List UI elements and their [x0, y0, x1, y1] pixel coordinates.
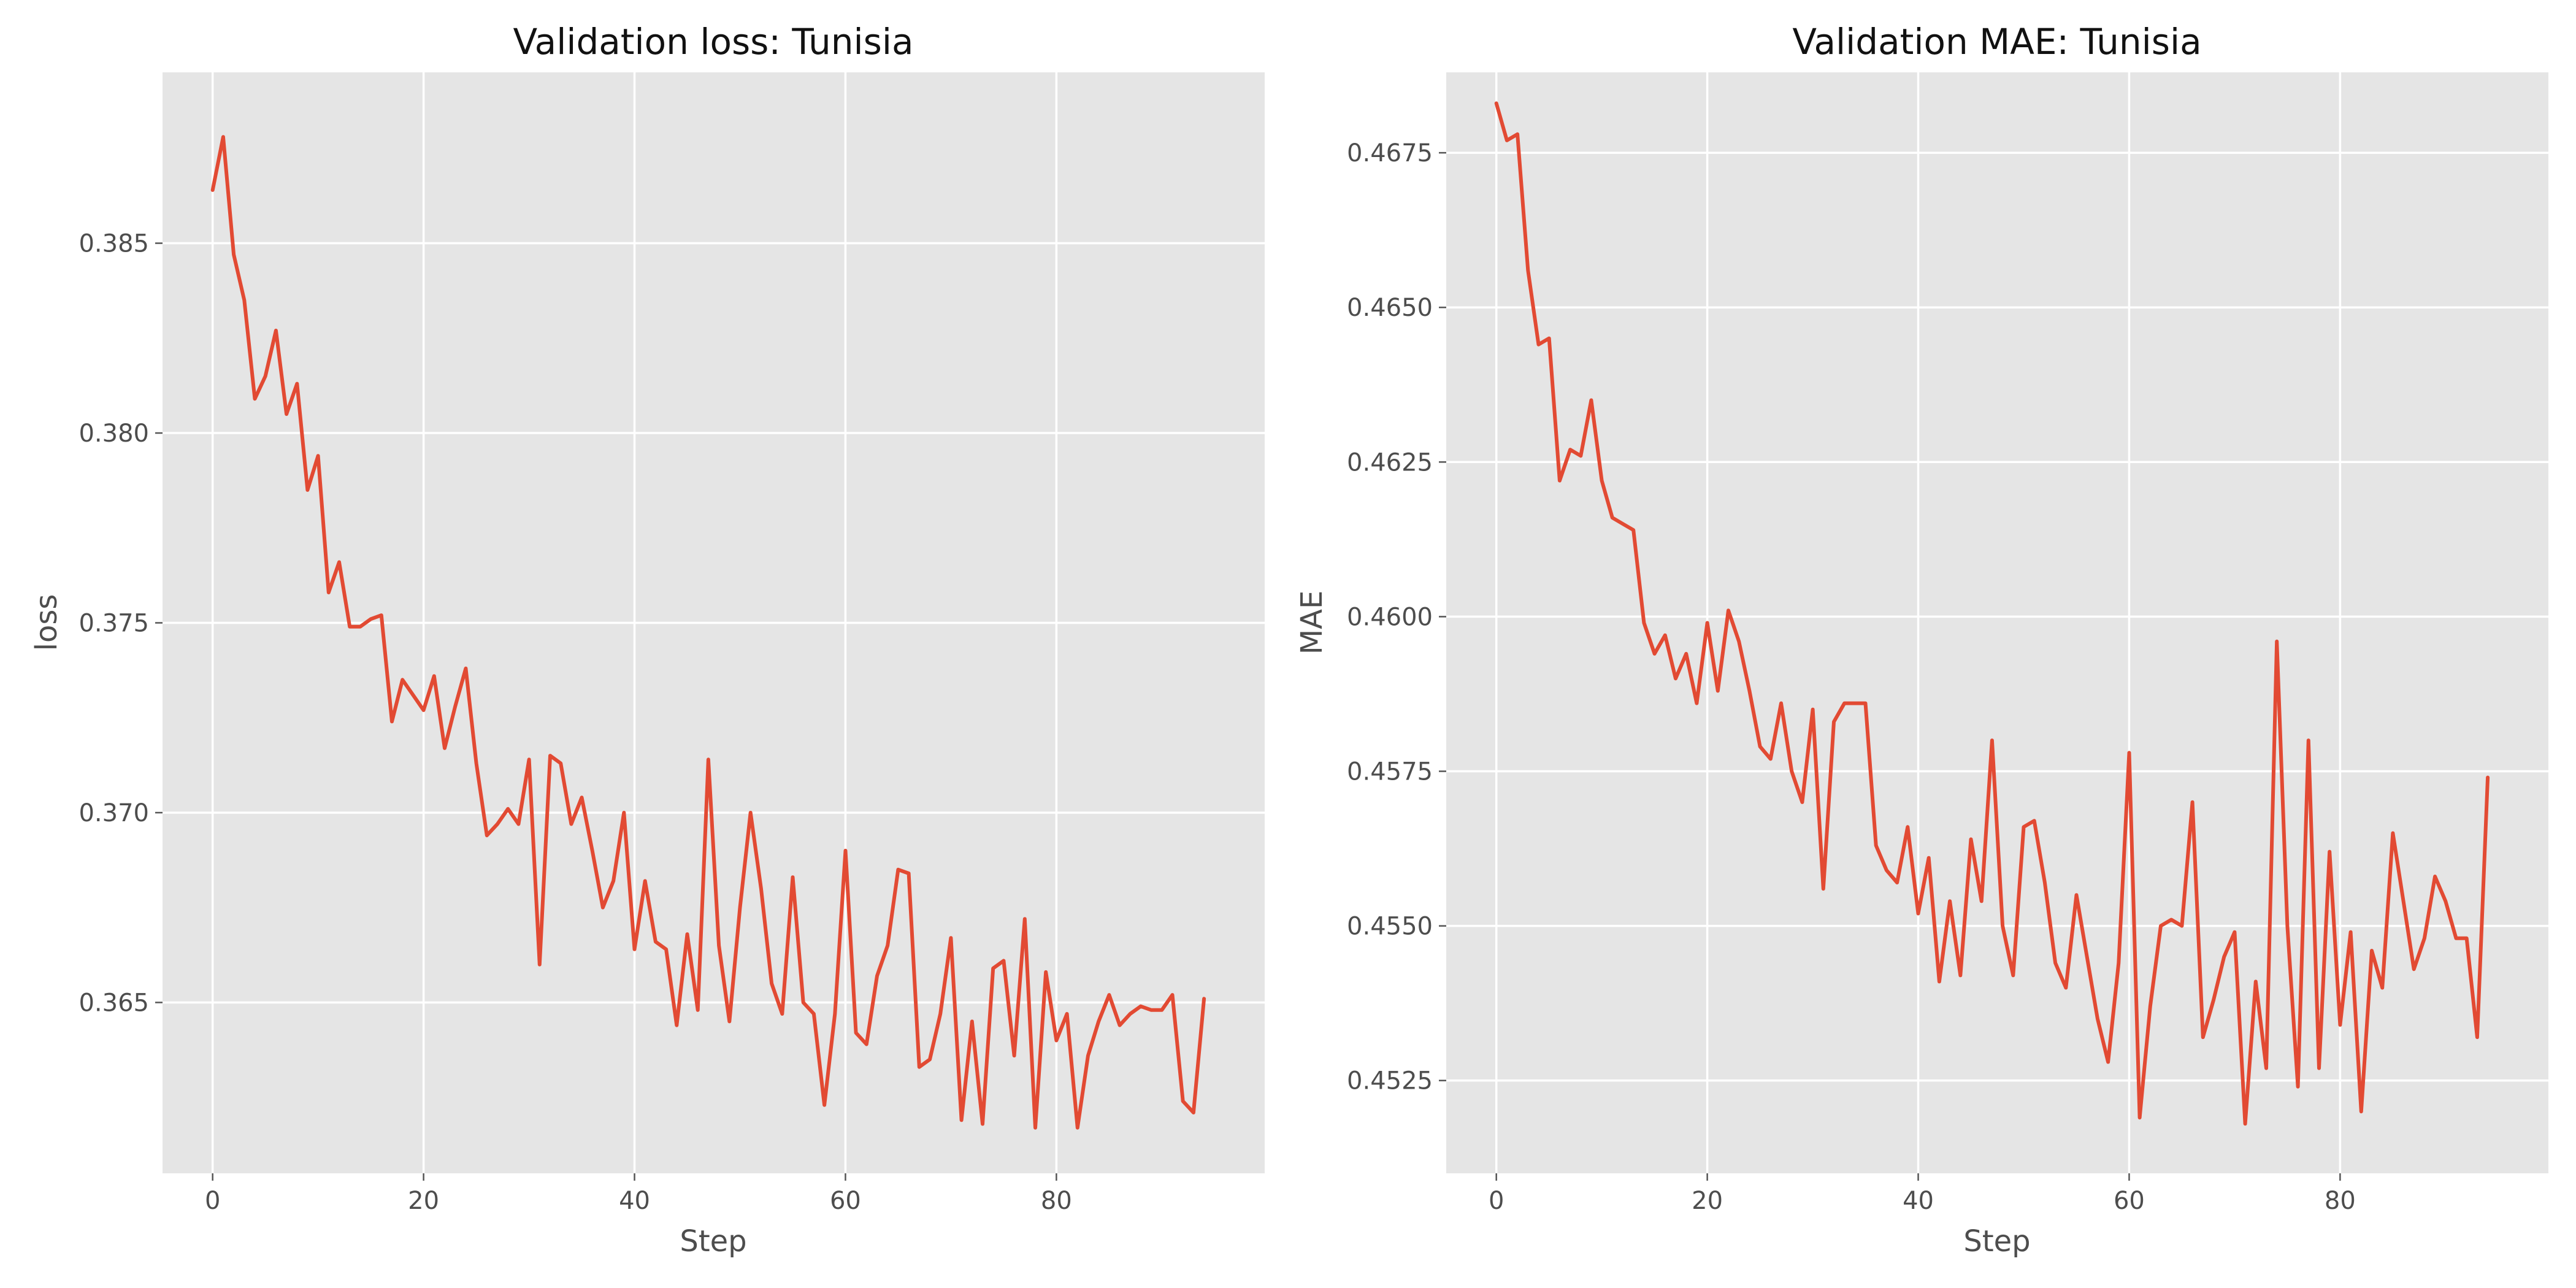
y-tick-label: 0.365 — [79, 989, 149, 1017]
grid — [163, 72, 1265, 1173]
y-tick-label: 0.4525 — [1347, 1067, 1433, 1095]
y-axis-label: MAE — [1295, 591, 1329, 655]
y-tick-label: 0.4550 — [1347, 913, 1433, 941]
x-tick-label: 80 — [2325, 1187, 2356, 1215]
ticks: 0 20 40 60 80 0.365 0.370 0.375 0.380 0.385 — [79, 230, 1071, 1215]
y-tick-label: 0.380 — [79, 420, 149, 448]
y-tick-label: 0.4600 — [1347, 603, 1433, 631]
grid — [1446, 72, 2548, 1173]
y-tick-label: 0.4575 — [1347, 758, 1433, 786]
x-tick-label: 20 — [408, 1187, 439, 1215]
x-axis-label: Step — [680, 1224, 746, 1259]
loss-chart: Validation loss: Tunisia 0 20 40 60 800.3650… — [29, 21, 1265, 1259]
ticks: 0 20 40 60 80 0.4525 0.4550 0.4575 0.4600 0.4625 0… — [1347, 139, 2356, 1215]
x-tick-label: 80 — [1041, 1187, 1072, 1215]
series — [1494, 101, 2490, 1126]
x-tick-label: 0 — [1489, 1187, 1504, 1215]
chart-title: Validation MAE: Tunisia — [1792, 21, 2201, 63]
y-tick-label: 0.4625 — [1347, 448, 1433, 477]
plot-area — [1446, 72, 2548, 1173]
x-axis-label: Step — [1963, 1224, 2030, 1259]
y-tick-label: 0.375 — [79, 610, 149, 638]
series-line — [1494, 101, 2490, 1126]
y-tick-label: 0.4675 — [1347, 139, 1433, 167]
x-tick-label: 40 — [1903, 1187, 1934, 1215]
chart-title: Validation loss: Tunisia — [513, 21, 914, 63]
mae-chart: Validation MAE: Tunisia 0 20 40 60 800.45250… — [1295, 21, 2548, 1259]
x-tick-label: 0 — [205, 1187, 220, 1215]
y-tick-label: 0.385 — [79, 230, 149, 258]
x-tick-label: 20 — [1692, 1187, 1723, 1215]
y-tick-label: 0.4650 — [1347, 294, 1433, 322]
x-tick-label: 60 — [830, 1187, 861, 1215]
series — [210, 135, 1206, 1130]
y-tick-label: 0.370 — [79, 799, 149, 827]
x-tick-label: 60 — [2114, 1187, 2145, 1215]
y-axis-label: loss — [29, 594, 64, 651]
series-line — [210, 135, 1206, 1130]
x-tick-label: 40 — [619, 1187, 650, 1215]
